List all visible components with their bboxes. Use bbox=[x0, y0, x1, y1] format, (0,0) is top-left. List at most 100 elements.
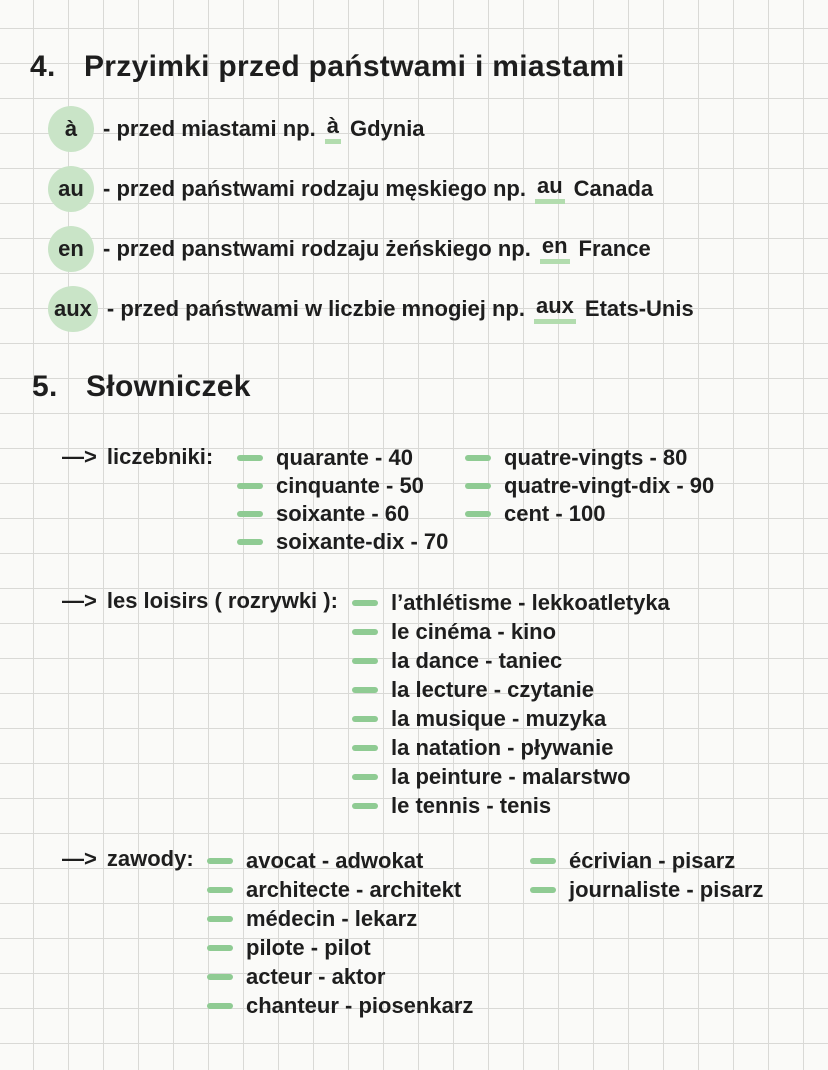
vocab-item: médecin - lekarz bbox=[207, 904, 473, 933]
vocab-item-text: quatre-vingts - 80 bbox=[504, 445, 688, 470]
vocab-item: soixante - 60 bbox=[237, 500, 448, 528]
vocab-item: le tennis - tenis bbox=[352, 791, 670, 820]
dash-bullet-icon bbox=[237, 539, 263, 545]
arrow-glyph: —> bbox=[62, 846, 97, 871]
vocab-column: quarante - 40 cinquante - 50 soixante - 60… bbox=[237, 444, 448, 556]
preposition-row: en - przed panstwami rodzaju żeńskiego np… bbox=[48, 226, 694, 272]
dash-bullet-icon bbox=[465, 511, 491, 517]
highlight-circle: en bbox=[48, 226, 94, 272]
vocab-group-label: —> liczebniki: bbox=[62, 444, 213, 470]
vocab-item-text: écrivian - pisarz bbox=[569, 847, 736, 873]
vocab-item: le cinéma - kino bbox=[352, 617, 670, 646]
vocab-item-text: soixante - 60 bbox=[276, 501, 410, 526]
vocab-item: avocat - adwokat bbox=[207, 846, 473, 875]
example-place: Etats-Unis bbox=[584, 296, 694, 321]
vocab-item: cinquante - 50 bbox=[237, 472, 448, 500]
vocab-column: avocat - adwokat architecte - architekt mé… bbox=[207, 846, 473, 1020]
vocab-item: quatre-vingt-dix - 90 bbox=[465, 472, 714, 500]
vocab-item: la lecture - czytanie bbox=[352, 675, 670, 704]
section-5-heading: 5. Słowniczek bbox=[32, 370, 251, 404]
highlight-circle: au bbox=[48, 166, 94, 212]
dash-bullet-icon bbox=[465, 455, 491, 461]
dash-bullet-icon bbox=[352, 715, 378, 722]
dash-bullet-icon bbox=[352, 744, 378, 751]
vocab-column: écrivian - pisarz journaliste - pisarz bbox=[530, 846, 763, 904]
vocab-item: la natation - pływanie bbox=[352, 733, 670, 762]
preposition-description: - przed państwami rodzaju męskiego np. bbox=[103, 176, 526, 201]
vocab-column: quatre-vingts - 80 quatre-vingt-dix - 90 c… bbox=[465, 444, 714, 528]
underlined-example: aux bbox=[533, 293, 576, 325]
example-place: Gdynia bbox=[349, 116, 425, 141]
example-place: France bbox=[578, 236, 651, 261]
dash-bullet-icon bbox=[237, 483, 263, 489]
dash-bullet-icon bbox=[352, 628, 378, 635]
vocab-item-text: chanteur - piosenkarz bbox=[246, 992, 474, 1018]
dash-bullet-icon bbox=[237, 455, 263, 461]
dash-bullet-icon bbox=[352, 657, 378, 664]
dash-bullet-icon bbox=[352, 773, 378, 780]
dash-bullet-icon bbox=[207, 857, 233, 864]
vocab-item-text: la natation - pływanie bbox=[391, 734, 614, 760]
vocab-item: écrivian - pisarz bbox=[530, 846, 763, 875]
dash-bullet-icon bbox=[207, 915, 233, 922]
vocab-group-label: —> zawody: bbox=[62, 846, 194, 872]
section-title: Słowniczek bbox=[86, 370, 251, 403]
vocab-item: journaliste - pisarz bbox=[530, 875, 763, 904]
arrow-glyph: —> bbox=[62, 444, 97, 469]
vocab-item-text: cinquante - 50 bbox=[276, 473, 424, 498]
dash-bullet-icon bbox=[207, 1002, 233, 1009]
vocab-item-text: journaliste - pisarz bbox=[569, 876, 764, 902]
prepositions-list: à - przed miastami np. à Gdynia au - przed pa… bbox=[48, 106, 694, 346]
vocab-item-text: cent - 100 bbox=[504, 501, 606, 526]
arrow-glyph: —> bbox=[62, 588, 97, 613]
dash-bullet-icon bbox=[352, 599, 378, 606]
vocab-item-text: la dance - taniec bbox=[391, 647, 563, 673]
vocab-item: pilote - pilot bbox=[207, 933, 473, 962]
vocab-item-text: quarante - 40 bbox=[276, 445, 413, 470]
section-number: 5. bbox=[32, 370, 58, 403]
vocab-item-text: la musique - muzyka bbox=[391, 705, 607, 731]
dash-bullet-icon bbox=[465, 483, 491, 489]
vocab-item-text: le cinéma - kino bbox=[391, 618, 557, 644]
vocab-item: soixante-dix - 70 bbox=[237, 528, 448, 556]
vocab-group-label-text: liczebniki: bbox=[106, 444, 214, 469]
vocab-item-text: quatre-vingt-dix - 90 bbox=[504, 473, 715, 498]
vocab-item-text: l’athlétisme - lekkoatletyka bbox=[391, 589, 670, 615]
preposition-description: - przed państwami w liczbie mnogiej np. bbox=[106, 296, 525, 321]
vocab-item: la peinture - malarstwo bbox=[352, 762, 670, 791]
vocab-item-text: le tennis - tenis bbox=[391, 792, 552, 818]
vocab-item-text: la lecture - czytanie bbox=[391, 676, 594, 702]
vocab-item-text: architecte - architekt bbox=[246, 876, 462, 902]
preposition-description: - przed miastami np. bbox=[103, 116, 316, 141]
section-number: 4. bbox=[30, 50, 56, 83]
vocab-item: quarante - 40 bbox=[237, 444, 448, 472]
dash-bullet-icon bbox=[530, 857, 556, 864]
example-place: Canada bbox=[573, 176, 654, 201]
section-4-heading: 4. Przyimki przed państwami i miastami bbox=[30, 50, 625, 84]
dash-bullet-icon bbox=[207, 886, 233, 893]
vocab-item: chanteur - piosenkarz bbox=[207, 991, 473, 1020]
vocab-item: quatre-vingts - 80 bbox=[465, 444, 714, 472]
underlined-example: au bbox=[534, 173, 565, 205]
dash-bullet-icon bbox=[530, 886, 556, 893]
vocab-item: cent - 100 bbox=[465, 500, 714, 528]
underlined-example: en bbox=[539, 233, 570, 265]
vocab-item-text: soixante-dix - 70 bbox=[276, 529, 449, 554]
highlight-circle: à bbox=[48, 106, 94, 152]
vocab-item: architecte - architekt bbox=[207, 875, 473, 904]
vocab-item: acteur - aktor bbox=[207, 962, 473, 991]
vocab-group-label: —> les loisirs ( rozrywki ): bbox=[62, 588, 338, 614]
vocab-item-text: acteur - aktor bbox=[246, 963, 386, 989]
vocab-item-text: pilote - pilot bbox=[246, 934, 371, 960]
vocab-item-text: avocat - adwokat bbox=[246, 847, 424, 873]
preposition-row: au - przed państwami rodzaju męskiego np.… bbox=[48, 166, 694, 212]
vocab-item: la musique - muzyka bbox=[352, 704, 670, 733]
underlined-example: à bbox=[324, 113, 341, 145]
vocab-group-label-text: les loisirs ( rozrywki ): bbox=[106, 588, 338, 613]
dash-bullet-icon bbox=[207, 944, 233, 951]
preposition-row: à - przed miastami np. à Gdynia bbox=[48, 106, 694, 152]
dash-bullet-icon bbox=[237, 511, 263, 517]
preposition-description: - przed panstwami rodzaju żeńskiego np. bbox=[103, 236, 531, 261]
vocab-group-label-text: zawody: bbox=[106, 846, 194, 871]
